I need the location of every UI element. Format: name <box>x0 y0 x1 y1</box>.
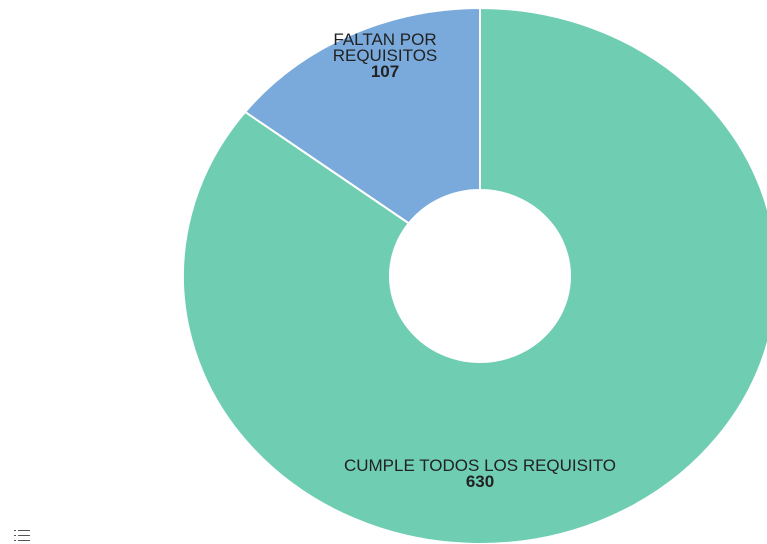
slice-label-value: 630 <box>465 472 495 491</box>
slice-label: FALTAN POR REQUISITOS 107 <box>300 30 470 81</box>
slice-label-name: CUMPLE TODOS LOS REQUISITO <box>343 456 617 475</box>
slice-label-value: 107 <box>370 62 400 81</box>
slice-label-name: FALTAN POR REQUISITOS <box>332 30 438 65</box>
slice <box>182 6 767 544</box>
slice-label: CUMPLE TODOS LOS REQUISITO 630 <box>340 456 620 491</box>
slice <box>243 6 481 225</box>
legend-icon[interactable] <box>14 530 30 541</box>
